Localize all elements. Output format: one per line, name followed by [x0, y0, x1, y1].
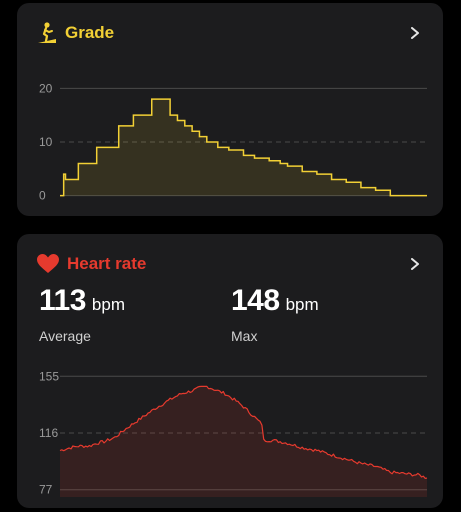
- grade-area-fill: [60, 99, 427, 196]
- grade-card[interactable]: Grade 20 10 0: [17, 3, 443, 216]
- heart-rate-title: Heart rate: [67, 254, 147, 273]
- grade-icon: [38, 22, 56, 43]
- chevron-right-icon[interactable]: [409, 258, 421, 270]
- grade-header: Grade: [37, 3, 114, 63]
- y-tick-label: 116: [39, 426, 58, 440]
- heart-rate-card[interactable]: Heart rate 113 bpm Average 148 bpm Max 155…: [17, 234, 443, 508]
- max-value: 148: [231, 284, 280, 317]
- heart-rate-header: Heart rate: [37, 234, 146, 294]
- chevron-right-icon[interactable]: [409, 27, 421, 39]
- max-heart-rate: 148 bpm: [231, 284, 319, 318]
- average-heart-rate: 113 bpm: [39, 284, 125, 318]
- grade-line: [60, 98, 427, 197]
- average-unit: bpm: [91, 295, 125, 314]
- heart-rate-chart: 155 116 77: [39, 369, 428, 497]
- grade-chart: 20 10 0: [39, 81, 427, 203]
- max-label: Max: [231, 328, 258, 344]
- y-tick-label: 20: [39, 81, 53, 95]
- y-tick-label: 155: [39, 369, 59, 383]
- heart-rate-area-fill: [60, 386, 427, 497]
- grade-title: Grade: [65, 23, 115, 42]
- heart-rate-line: [59, 385, 428, 479]
- max-unit: bpm: [285, 295, 319, 314]
- y-tick-label: 77: [39, 483, 53, 497]
- heart-icon: [37, 254, 59, 273]
- average-value: 113: [39, 284, 86, 317]
- y-tick-label: 10: [39, 135, 53, 149]
- average-label: Average: [39, 328, 91, 344]
- y-tick-label: 0: [39, 189, 46, 203]
